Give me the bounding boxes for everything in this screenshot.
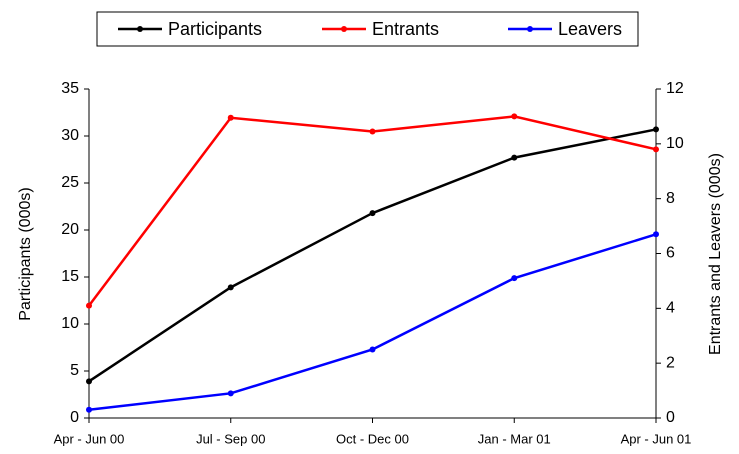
legend-marker — [341, 26, 347, 32]
series-line — [88, 233, 657, 412]
marker — [86, 302, 92, 309]
marker — [369, 128, 376, 135]
y2-tick-label: 6 — [666, 245, 675, 262]
legend-label: Entrants — [372, 19, 439, 39]
x-tick-label: Jan - Mar 01 — [478, 431, 551, 446]
marker — [369, 210, 376, 217]
marker — [653, 231, 659, 238]
y2-tick-label: 10 — [666, 135, 684, 152]
marker — [511, 154, 518, 161]
y2-tick-label: 8 — [666, 190, 675, 207]
y2-tick-label: 12 — [666, 80, 684, 97]
y2-tick-label: 2 — [666, 354, 675, 371]
y2-tick-label: 4 — [666, 300, 675, 317]
y-tick-label: 20 — [61, 221, 79, 238]
y-tick-label: 35 — [61, 80, 79, 97]
legend-label: Leavers — [558, 19, 622, 39]
y-tick-label: 0 — [70, 409, 79, 426]
series-line — [88, 128, 657, 383]
y-tick-label: 5 — [70, 362, 79, 379]
marker — [86, 378, 92, 385]
marker — [653, 126, 659, 133]
marker — [227, 284, 234, 291]
y-tick-label: 30 — [61, 127, 79, 144]
marker — [86, 406, 92, 413]
y-tick-label: 15 — [61, 268, 79, 285]
x-tick-label: Apr - Jun 01 — [621, 431, 692, 446]
y2-axis-title: Entrants and Leavers (000s) — [707, 153, 724, 355]
y-axis-title: Participants (000s) — [17, 187, 34, 320]
legend-label: Participants — [168, 19, 262, 39]
marker — [227, 114, 234, 121]
legend-marker — [137, 26, 143, 32]
y2-tick-label: 0 — [666, 409, 675, 426]
x-tick-label: Oct - Dec 00 — [336, 431, 409, 446]
marker — [369, 346, 376, 353]
legend-marker — [527, 26, 533, 32]
marker — [511, 275, 518, 282]
marker — [653, 146, 659, 153]
marker — [227, 390, 234, 397]
y-tick-label: 25 — [61, 174, 79, 191]
y-tick-label: 10 — [61, 315, 79, 332]
x-tick-label: Apr - Jun 00 — [54, 431, 125, 446]
x-tick-label: Jul - Sep 00 — [196, 431, 265, 446]
marker — [511, 113, 518, 120]
